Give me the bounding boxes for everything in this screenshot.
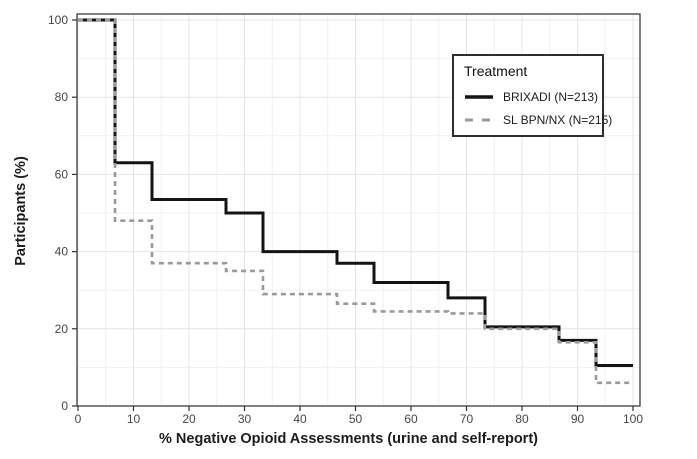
x-axis-title: % Negative Opioid Assessments (urine and… (159, 431, 538, 447)
legend-item-sl-bpnnx: SL BPN/NX (N=215) (464, 108, 612, 131)
axis-ticks (72, 19, 634, 411)
svg-text:80: 80 (515, 412, 529, 426)
legend: Treatment BRIXADI (N=213) SL BPN/NX (N=2… (452, 54, 612, 137)
svg-text:40: 40 (55, 245, 69, 259)
svg-text:60: 60 (55, 167, 69, 181)
svg-text:90: 90 (571, 412, 585, 426)
svg-text:100: 100 (48, 13, 68, 27)
legend-title: Treatment (464, 63, 528, 79)
svg-text:100: 100 (623, 412, 643, 426)
legend-item-brixadi: BRIXADI (N=213) (464, 85, 598, 108)
series-sl-bpnnx (78, 18, 633, 385)
svg-text:70: 70 (460, 412, 474, 426)
svg-text:0: 0 (61, 399, 68, 413)
dashed-line-icon (465, 118, 493, 121)
svg-text:30: 30 (238, 412, 252, 426)
svg-text:10: 10 (127, 412, 141, 426)
svg-text:0: 0 (75, 412, 82, 426)
svg-text:20: 20 (182, 412, 196, 426)
legend-label-brixadi: BRIXADI (N=213) (503, 89, 599, 104)
y-axis-title: Participants (%) (13, 156, 29, 266)
svg-text:50: 50 (349, 412, 363, 426)
x-tick-labels: 0 10 20 30 40 50 60 70 80 90 100 (75, 412, 644, 426)
legend-label-sl-bpnnx: SL BPN/NX (N=215) (503, 112, 613, 127)
svg-text:80: 80 (55, 90, 69, 104)
solid-line-icon (465, 94, 493, 99)
y-tick-labels: 0 20 40 60 80 100 (48, 13, 68, 413)
svg-text:60: 60 (404, 412, 418, 426)
svg-text:20: 20 (55, 322, 69, 336)
svg-text:40: 40 (293, 412, 307, 426)
panel-border (76, 13, 641, 407)
